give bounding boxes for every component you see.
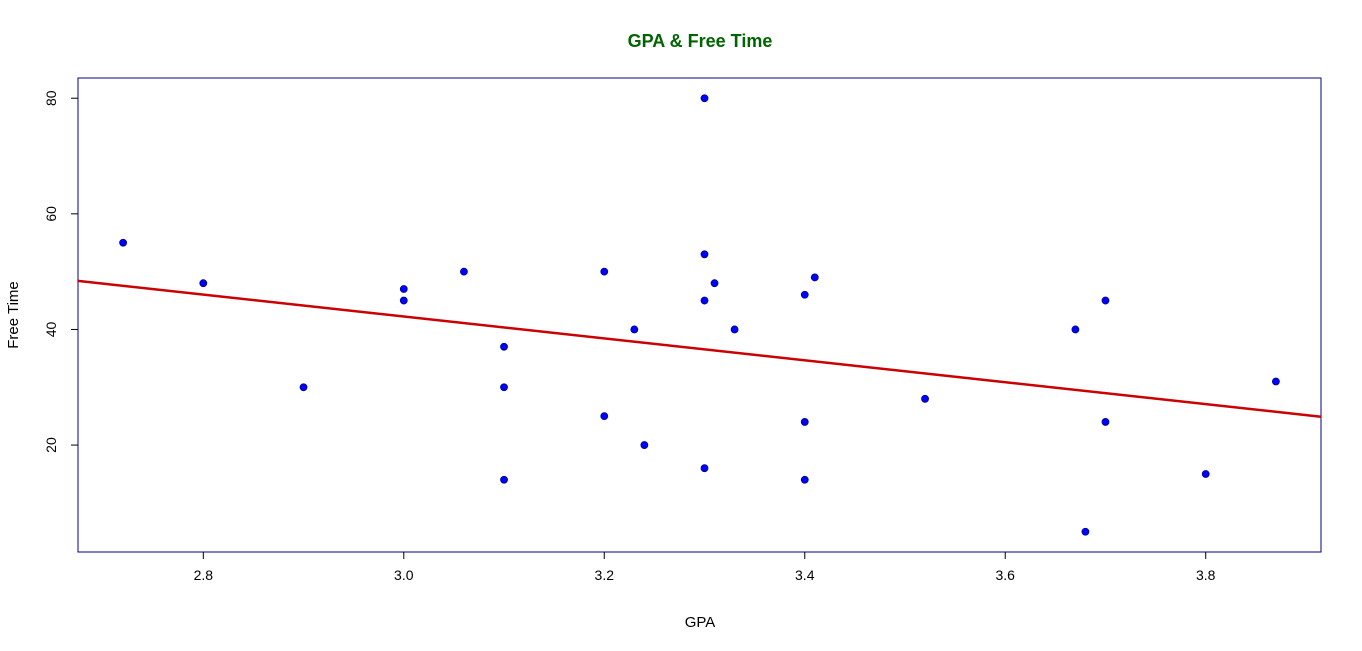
x-axis: 2.8 3.0 3.2 3.4 3.6 3.8 [194, 552, 1216, 583]
y-axis: 20 40 60 80 [43, 90, 78, 453]
data-point [710, 279, 719, 288]
data-point [600, 267, 609, 276]
data-point [800, 290, 809, 299]
data-point [800, 475, 809, 484]
data-point [640, 441, 649, 449]
y-tick-label: 20 [43, 437, 59, 453]
data-point [700, 250, 709, 259]
data-point [119, 238, 128, 247]
x-tick-label: 3.8 [1196, 567, 1216, 583]
data-point [800, 418, 809, 426]
x-tick-label: 3.0 [394, 567, 414, 583]
y-tick-label: 60 [43, 206, 59, 222]
x-tick-label: 3.6 [996, 567, 1016, 583]
data-point [630, 325, 639, 334]
data-point [730, 325, 739, 334]
x-tick-label: 3.4 [795, 567, 815, 583]
data-point [1271, 377, 1280, 386]
y-axis-title: Free Time [5, 281, 22, 349]
data-point [921, 394, 929, 403]
x-tick-label: 3.2 [595, 567, 615, 583]
data-point [399, 285, 408, 293]
data-point [1081, 527, 1090, 536]
data-point [810, 273, 819, 282]
chart-title: GPA & Free Time [628, 31, 773, 51]
y-tick-label: 80 [43, 90, 59, 106]
data-point [1071, 325, 1080, 334]
data-point [700, 464, 709, 473]
data-point [600, 412, 609, 421]
data-point [500, 342, 508, 351]
y-tick-label: 40 [43, 321, 59, 337]
data-point [1101, 418, 1110, 426]
regression-line [77, 279, 1322, 418]
data-point [1101, 296, 1110, 305]
data-point [399, 296, 408, 305]
data-point [199, 279, 208, 288]
data-point [500, 383, 508, 392]
plot-frame [77, 77, 1322, 553]
data-point [700, 296, 709, 305]
x-axis-title: GPA [685, 614, 716, 631]
data-point [500, 475, 508, 484]
data-point [700, 94, 709, 103]
x-tick-label: 2.8 [194, 567, 214, 583]
data-point [299, 383, 308, 392]
data-point [460, 267, 468, 276]
data-point [1201, 470, 1210, 478]
data-points [119, 94, 1280, 536]
